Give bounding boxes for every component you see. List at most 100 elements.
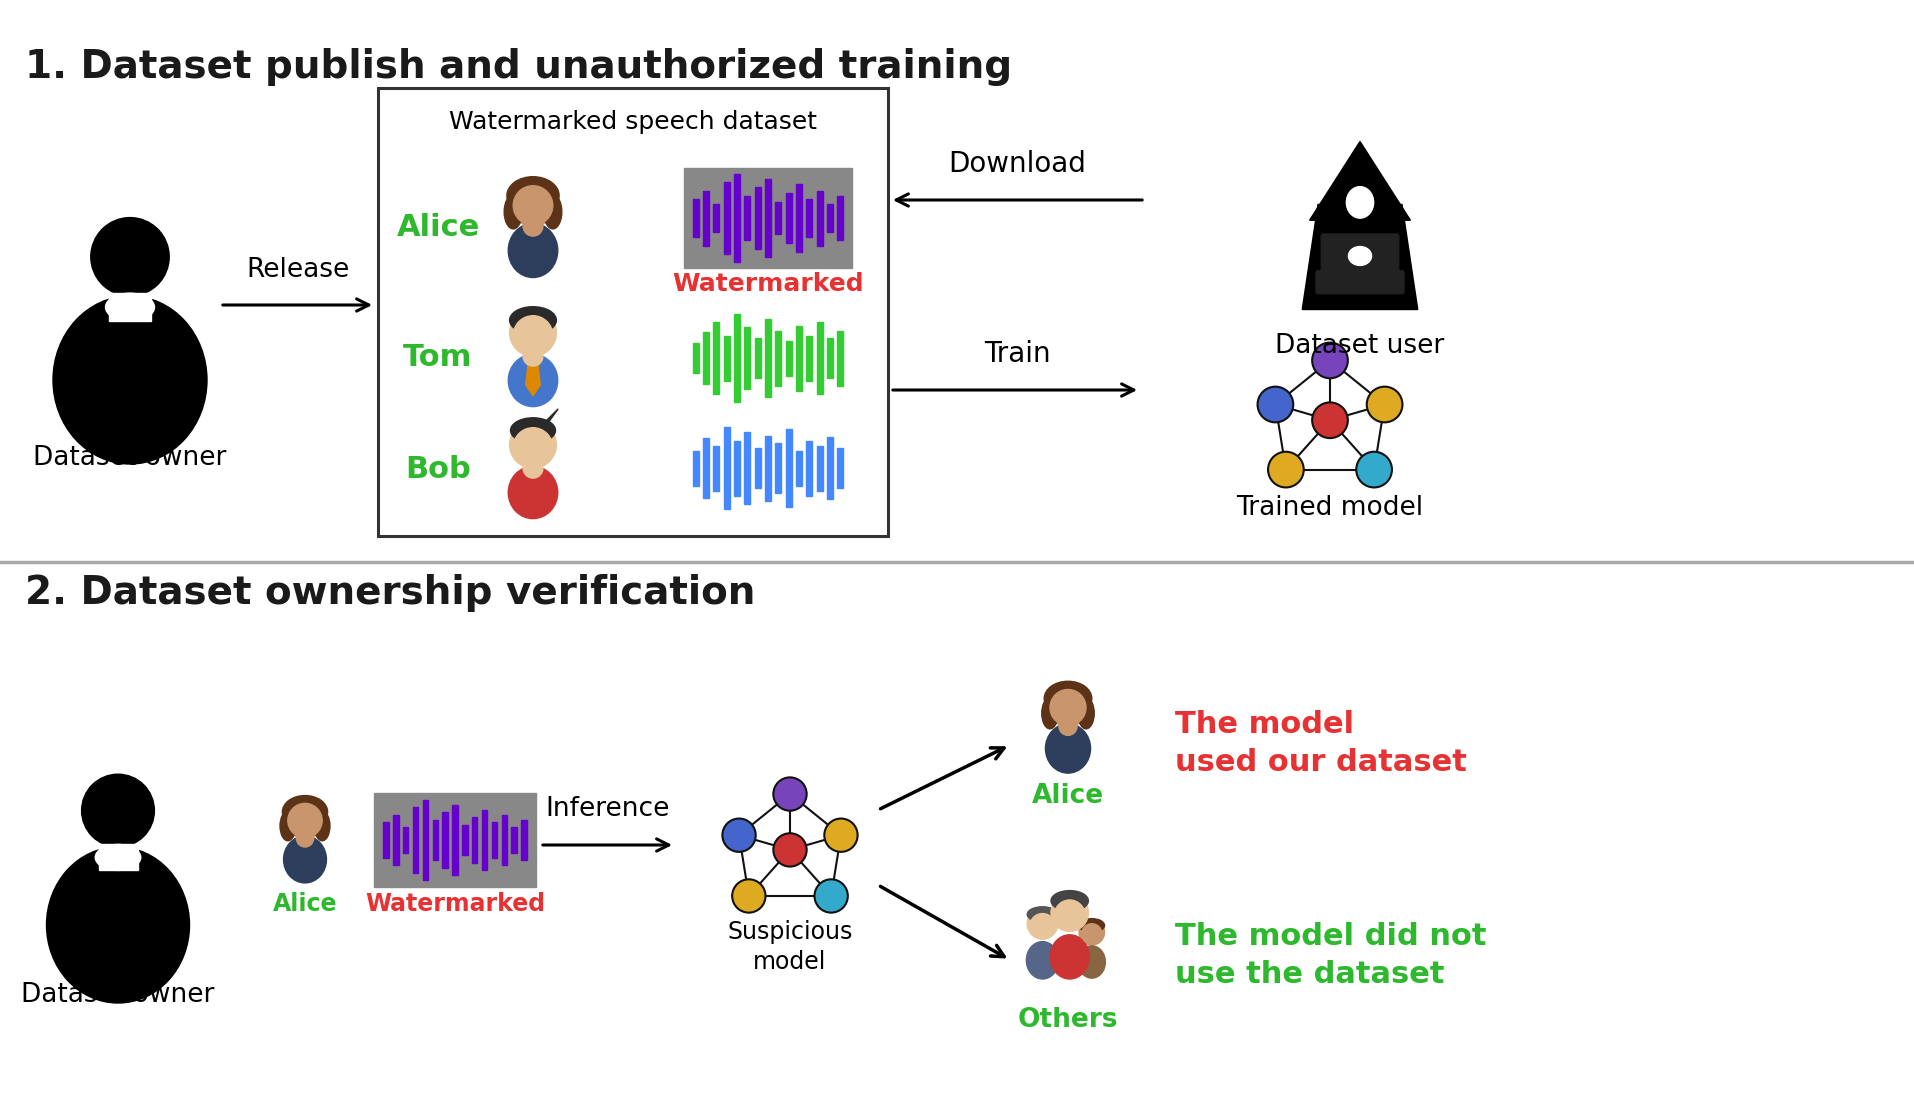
Text: Download: Download [947,150,1085,177]
Text: 2. Dataset ownership verification: 2. Dataset ownership verification [25,574,756,612]
Ellipse shape [507,176,559,214]
Bar [482,810,488,870]
Bar [413,807,419,873]
Circle shape [1030,914,1055,939]
Ellipse shape [1026,942,1058,979]
Bar [442,812,448,868]
Text: Others: Others [1018,1007,1118,1033]
Circle shape [513,185,553,225]
Bar [452,805,457,875]
Text: Watermarked speech dataset: Watermarked speech dataset [450,110,817,134]
Circle shape [82,775,155,847]
Ellipse shape [1028,906,1058,922]
Text: Train: Train [984,340,1051,368]
Text: Alice: Alice [274,892,337,916]
Bar [838,448,844,488]
Bar [511,827,517,853]
Bar [693,451,699,485]
Ellipse shape [105,294,155,321]
Bar [714,323,720,394]
Ellipse shape [1079,918,1104,932]
Bar [745,432,750,504]
Circle shape [1367,386,1403,422]
Bar [787,340,792,375]
Text: Inference: Inference [545,796,670,822]
Bar [109,294,151,321]
Text: Alice: Alice [396,213,480,242]
Ellipse shape [1078,698,1095,729]
Bar [702,437,708,498]
Circle shape [1313,343,1347,378]
Bar [433,820,438,860]
Bar [735,441,741,496]
Circle shape [1269,452,1303,488]
Ellipse shape [1045,681,1091,715]
Circle shape [1081,924,1102,944]
Text: The model did not
use the dataset: The model did not use the dataset [1175,922,1487,989]
Bar [796,451,802,485]
Ellipse shape [1051,891,1089,911]
Ellipse shape [523,346,544,366]
Bar [702,331,708,384]
Bar [723,182,729,254]
Bar [775,443,781,493]
Bar [796,326,802,391]
Circle shape [773,778,806,810]
Bar [745,327,750,389]
Ellipse shape [509,355,557,406]
Bar [373,793,536,887]
Bar [787,429,792,507]
Circle shape [513,427,553,468]
Ellipse shape [1041,698,1058,729]
Circle shape [1313,403,1347,439]
Bar [98,845,138,870]
Bar [766,179,771,257]
Bar [392,815,398,865]
Circle shape [722,818,756,852]
Circle shape [773,834,806,866]
Ellipse shape [96,845,142,870]
Ellipse shape [283,796,327,828]
Circle shape [509,180,557,227]
Polygon shape [1309,142,1411,220]
Bar [787,193,792,243]
Text: Dataset owner: Dataset owner [33,445,226,471]
Ellipse shape [1078,946,1106,978]
Bar [775,330,781,385]
Bar [806,199,812,237]
Bar [838,196,844,240]
Ellipse shape [511,417,555,443]
Bar [766,435,771,500]
Bar [473,817,477,863]
Text: Bob: Bob [406,455,471,484]
Ellipse shape [314,811,329,840]
Text: Trained model: Trained model [1236,496,1424,521]
Circle shape [1051,690,1085,725]
Circle shape [825,818,857,852]
Bar [754,448,760,488]
Bar [754,187,760,249]
Circle shape [513,316,553,355]
Polygon shape [1302,204,1418,309]
Ellipse shape [523,217,544,237]
Circle shape [509,309,557,356]
Bar [817,445,823,491]
Ellipse shape [503,194,523,229]
Ellipse shape [509,223,557,278]
Circle shape [1055,899,1085,931]
Circle shape [285,798,325,838]
Bar [693,343,699,373]
Ellipse shape [1340,177,1380,221]
Bar [702,191,708,246]
Bar [735,174,741,262]
Ellipse shape [54,296,207,464]
Ellipse shape [1349,247,1372,266]
Circle shape [1028,908,1058,939]
Text: Dataset owner: Dataset owner [21,982,214,1008]
Bar [383,822,389,858]
Polygon shape [540,408,559,426]
Bar [745,196,750,240]
Ellipse shape [1346,186,1374,218]
Bar [754,338,760,378]
Text: Tom: Tom [404,344,473,373]
